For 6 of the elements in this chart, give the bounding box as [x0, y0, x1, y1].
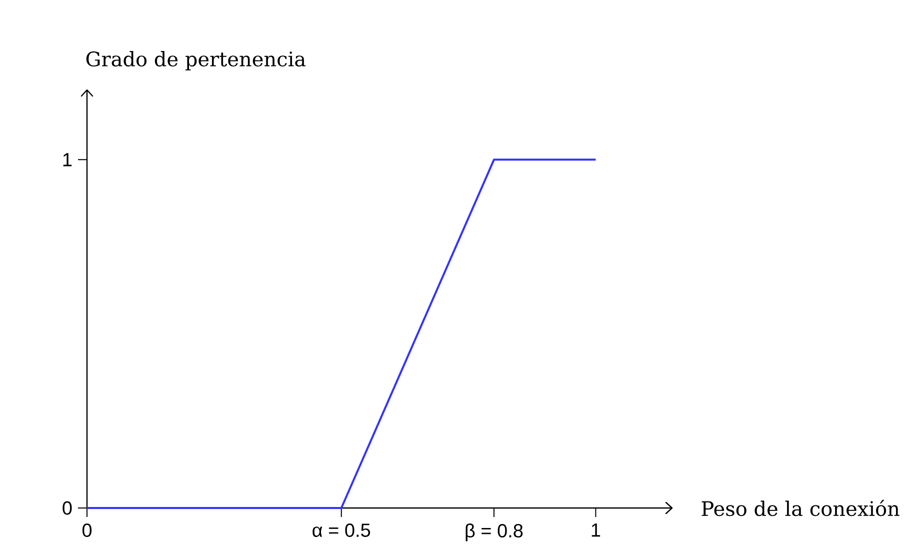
x-tick-label: 0 — [82, 524, 92, 537]
y-axis-title: Grado de pertenencia — [86, 51, 306, 70]
x-tick-label: β = 0.8 — [466, 524, 523, 542]
x-tick-label: 1 — [592, 524, 600, 537]
x-axis-title: Peso de la conexión — [702, 500, 900, 516]
x-tick-label: α = 0.5 — [312, 524, 370, 537]
